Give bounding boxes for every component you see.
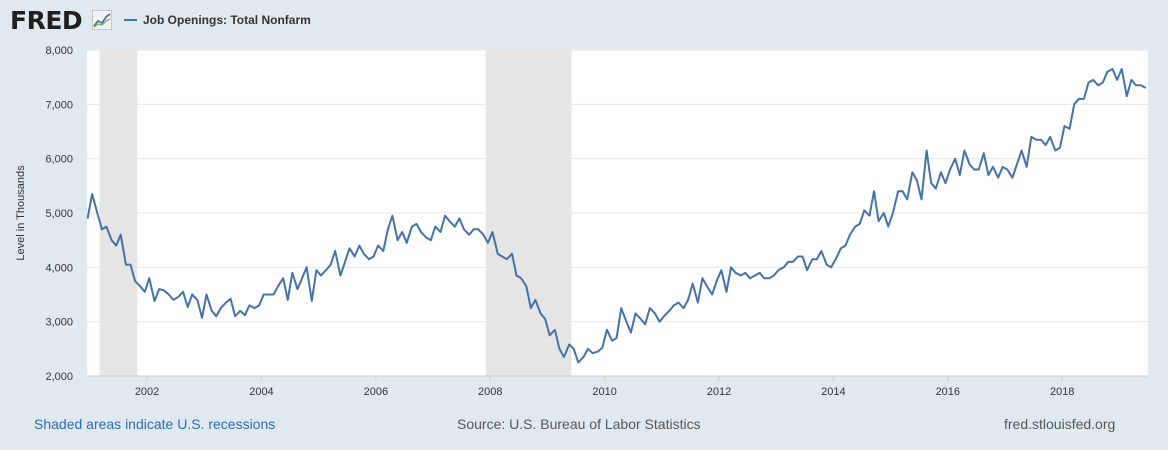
x-tick-label: 2012: [707, 386, 731, 398]
x-tick-label: 2002: [135, 386, 159, 398]
y-tick-label: 3,000: [45, 317, 73, 329]
x-tick-label: 2008: [478, 386, 502, 398]
x-tick-label: 2006: [364, 386, 388, 398]
chart-area[interactable]: 2,000 3,000 4,000 5,000 6,000 7,000 8,000 2002 2…: [0, 40, 1168, 400]
y-tick-label: 4,000: [45, 262, 73, 274]
x-tick-label: 2004: [249, 386, 273, 398]
y-axis-label: Level in Thousands: [15, 165, 27, 261]
x-tick-label: 2014: [821, 386, 845, 398]
y-tick-label: 7,000: [45, 99, 73, 111]
x-tick-label: 2010: [592, 386, 616, 398]
chart-line-icon: [92, 10, 112, 30]
source-note: Source: U.S. Bureau of Labor Statistics: [457, 416, 701, 432]
legend-swatch: [124, 19, 137, 21]
legend-series-label: Job Openings: Total Nonfarm: [143, 13, 311, 27]
x-tick-label: 2016: [936, 386, 960, 398]
y-tick-label: 6,000: [45, 154, 73, 166]
y-tick-label: 2,000: [45, 371, 73, 383]
series-line[interactable]: [86, 68, 1147, 364]
y-tick-label: 5,000: [45, 208, 73, 220]
site-url[interactable]: fred.stlouisfed.org: [1004, 416, 1116, 432]
fred-logo[interactable]: FRED: [10, 6, 83, 35]
y-tick-label: 8,000: [45, 45, 73, 57]
chart-legend[interactable]: Job Openings: Total Nonfarm: [124, 12, 311, 28]
line-chart[interactable]: 2,000 3,000 4,000 5,000 6,000 7,000 8,000 2002 2…: [0, 40, 1168, 400]
x-tick-label: 2018: [1050, 386, 1074, 398]
chart-header: FRED Job Openings: Total Nonfarm: [0, 0, 1168, 44]
recessions-note-link[interactable]: Shaded areas indicate U.S. recessions: [34, 416, 276, 432]
